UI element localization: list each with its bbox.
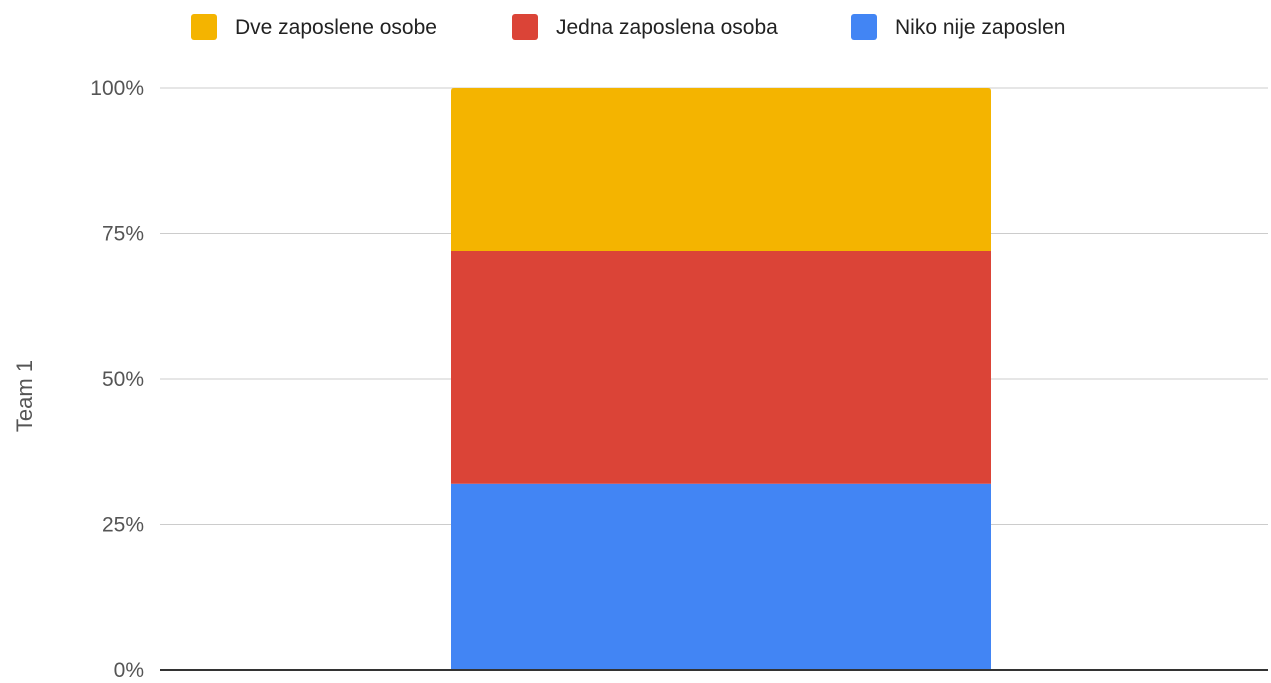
legend-swatch [191,14,217,40]
bar-segment-dve-zaposlene-osobe [451,88,991,251]
y-axis-title: Team 1 [12,360,37,432]
legend-swatch [851,14,877,40]
y-tick-label: 100% [90,77,144,100]
legend: Dve zaposlene osobe Jedna zaposlena osoba… [191,14,1065,40]
legend-label: Dve zaposlene osobe [235,16,437,39]
y-tick-label: 25% [102,514,144,537]
legend-swatch [512,14,538,40]
y-tick-label: 75% [102,223,144,246]
y-axis-ticks: 0% 25% 50% 75% 100% [90,77,144,682]
bar-segment-jedna-zaposlena-osoba [451,250,991,484]
y-tick-label: 0% [114,659,144,682]
legend-label: Jedna zaposlena osoba [556,16,778,39]
y-tick-label: 50% [102,368,144,391]
legend-label: Niko nije zaposlen [895,16,1065,39]
bar-segment-niko-nije-zaposlen [451,483,991,670]
bars [451,88,991,670]
